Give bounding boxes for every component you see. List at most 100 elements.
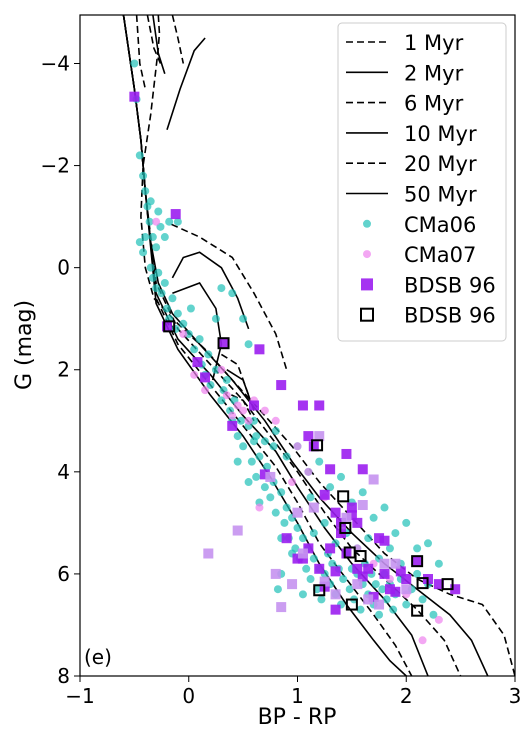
y-tick-label: −2 bbox=[41, 154, 70, 178]
isochrone-loop bbox=[166, 37, 206, 131]
legend-item: BDSB 96 bbox=[361, 273, 496, 297]
point-cma06-circle bbox=[255, 452, 264, 461]
point-cma06-circle bbox=[239, 442, 248, 451]
point-cma07-circle bbox=[255, 503, 264, 512]
point-cma06-circle bbox=[233, 457, 242, 466]
point-bdsb-96-open-square bbox=[217, 337, 230, 350]
point-cma06-circle bbox=[204, 350, 213, 359]
point-cma06-circle bbox=[228, 289, 237, 298]
point-cma06-circle bbox=[206, 381, 215, 390]
point-cma06-circle bbox=[152, 284, 161, 293]
point-cma06-circle bbox=[345, 585, 354, 594]
point-cma06-circle bbox=[382, 595, 391, 604]
legend-label: 6 Myr bbox=[404, 92, 464, 116]
point-bdsb-96-square bbox=[357, 571, 368, 582]
point-cma06-circle bbox=[309, 554, 318, 563]
point-bdsb-96-light-square bbox=[379, 558, 390, 569]
legend-label: 2 Myr bbox=[404, 61, 464, 85]
legend-label: BDSB 96 bbox=[404, 304, 496, 328]
point-cma06-circle bbox=[356, 605, 365, 614]
point-cma06-circle bbox=[135, 238, 144, 247]
point-cma06-circle bbox=[282, 503, 291, 512]
point-cma06-circle bbox=[195, 335, 204, 344]
point-bdsb-96-square bbox=[395, 566, 406, 577]
point-bdsb-96-square bbox=[330, 604, 341, 615]
point-cma06-circle bbox=[145, 217, 154, 226]
point-bdsb-96-square bbox=[259, 469, 270, 480]
point-bdsb-96-square bbox=[325, 543, 336, 554]
legend: 1 Myr 2 Myr 6 Myr 10 Myr 20 Myr 50 Myr CMa06 CM… bbox=[337, 22, 507, 342]
point-bdsb-96-open-square bbox=[163, 320, 176, 333]
point-bdsb-96-square bbox=[374, 533, 385, 544]
point-cma06-circle bbox=[326, 483, 335, 492]
point-cma06-circle bbox=[222, 375, 231, 384]
point-bdsb-96-light-square bbox=[374, 599, 385, 610]
point-cma07-circle bbox=[222, 391, 231, 400]
point-cma06-circle bbox=[239, 314, 248, 323]
point-cma06-circle bbox=[271, 508, 280, 517]
point-cma06-circle bbox=[375, 610, 384, 619]
point-bdsb-96-open-square bbox=[313, 584, 326, 597]
y-tick-label: 0 bbox=[57, 256, 70, 280]
point-cma06-circle bbox=[293, 523, 302, 532]
point-bdsb-96-square bbox=[390, 586, 401, 597]
x-tick-label: 1 bbox=[291, 684, 304, 708]
point-bdsb-96-square bbox=[297, 400, 308, 411]
point-cma06-circle bbox=[369, 513, 378, 522]
point-cma07-circle bbox=[304, 467, 313, 476]
y-tick-label: 4 bbox=[57, 460, 70, 484]
x-axis-label: BP - RP bbox=[258, 705, 337, 730]
point-cma06-circle bbox=[139, 171, 148, 180]
y-tick-label: 8 bbox=[57, 664, 70, 688]
legend-label: 50 Myr bbox=[404, 183, 477, 207]
point-bdsb-96-square bbox=[341, 448, 352, 459]
point-bdsb-96-square bbox=[346, 510, 357, 521]
point-cma06-circle bbox=[244, 340, 253, 349]
point-cma06-circle bbox=[371, 580, 380, 589]
point-cma06-circle bbox=[271, 426, 280, 435]
point-bdsb-96-light-square bbox=[314, 431, 325, 442]
legend-label: 1 Myr bbox=[404, 31, 464, 55]
point-cma06-circle bbox=[173, 309, 182, 318]
point-bdsb-96-open-square bbox=[337, 490, 350, 503]
point-cma06-circle bbox=[429, 610, 438, 619]
point-bdsb-96-square bbox=[314, 563, 325, 574]
point-bdsb-96-light-square bbox=[341, 512, 352, 523]
point-cma06-circle bbox=[280, 518, 289, 527]
point-cma06-circle bbox=[152, 243, 161, 252]
point-bdsb-96-open-square bbox=[345, 598, 358, 611]
point-bdsb-96-square bbox=[281, 533, 292, 544]
point-cma07-circle bbox=[271, 416, 280, 425]
point-cma06-circle bbox=[273, 585, 282, 594]
point-bdsb-96-square bbox=[325, 464, 336, 475]
point-cma06-circle bbox=[211, 314, 220, 323]
point-cma06-circle bbox=[190, 345, 199, 354]
point-bdsb-96-square bbox=[200, 372, 211, 383]
point-cma07-circle bbox=[239, 406, 248, 415]
x-tick-label: 2 bbox=[400, 684, 413, 708]
x-tick-label: 3 bbox=[509, 684, 522, 708]
point-cma06-circle bbox=[298, 590, 307, 599]
point-cma06-circle bbox=[141, 233, 150, 242]
point-bdsb-96-square bbox=[330, 507, 341, 518]
isochrone-loop bbox=[220, 353, 250, 396]
point-bdsb-96-square bbox=[303, 431, 314, 442]
point-cma06-circle bbox=[135, 151, 144, 160]
isochrone-loop bbox=[221, 389, 255, 422]
point-cma06-circle bbox=[252, 472, 261, 481]
point-cma06-circle bbox=[252, 432, 261, 441]
point-cma06-circle bbox=[165, 217, 174, 226]
legend-item: CMa07 bbox=[363, 243, 476, 267]
point-bdsb-96-light-square bbox=[292, 507, 303, 518]
point-cma07-circle bbox=[293, 442, 302, 451]
point-bdsb-96-light-square bbox=[357, 500, 368, 511]
isochrone-loop bbox=[170, 223, 288, 370]
point-cma06-circle bbox=[186, 304, 195, 313]
point-bdsb-96-light-square bbox=[276, 602, 287, 613]
point-bdsb-96-light-square bbox=[203, 548, 214, 559]
point-cma06-circle bbox=[385, 544, 394, 553]
point-bdsb-96-square bbox=[368, 591, 379, 602]
point-cma06-circle bbox=[233, 432, 242, 441]
point-bdsb-96-square bbox=[227, 420, 238, 431]
point-cma07-circle bbox=[152, 217, 161, 226]
